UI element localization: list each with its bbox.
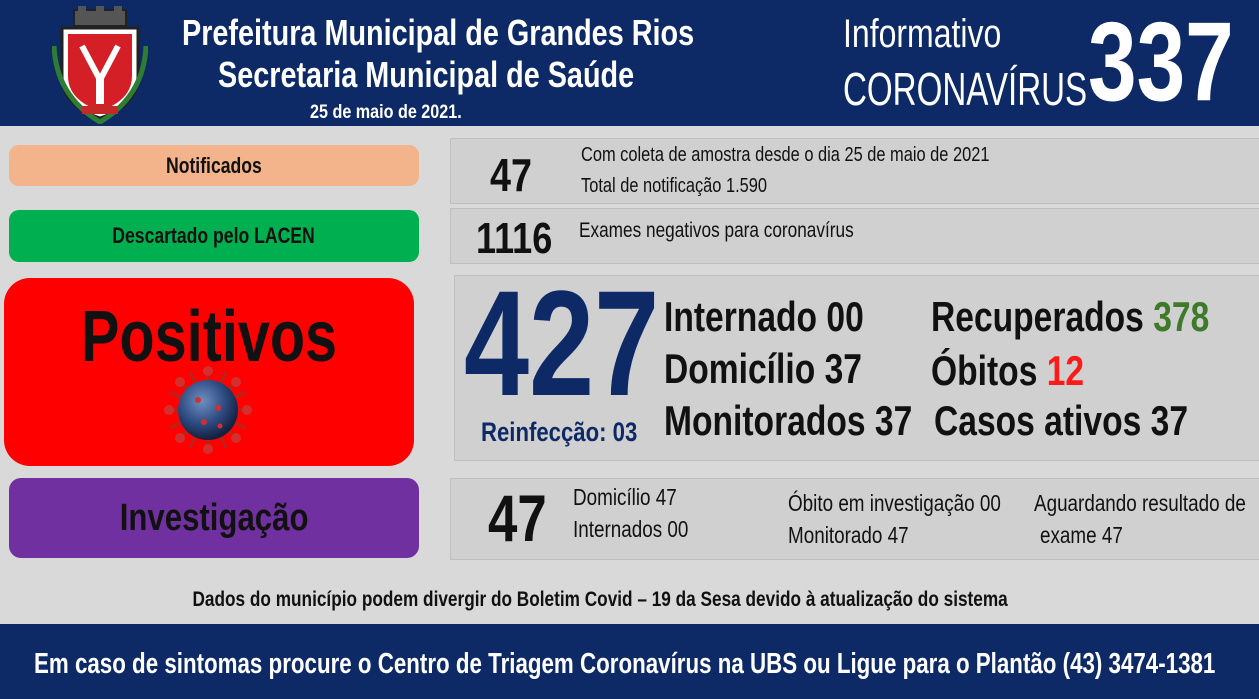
stat-internado: Internado 00 (664, 293, 864, 340)
descartados-badge: Descartado pelo LACEN (9, 210, 419, 262)
stat-recuperados: Recuperados 378 (931, 293, 1210, 340)
stat-obitos: Óbitos 12 (931, 347, 1085, 394)
coronavirus-icon (164, 366, 252, 454)
informativo-label: Informativo (843, 12, 1002, 56)
descartados-label: Descartado pelo LACEN (112, 223, 316, 248)
investigacao-internados: Internados 00 (573, 516, 689, 542)
disclaimer-text: Dados do município podem divergir do Bol… (192, 588, 1008, 611)
stat-domicilio: Domicílio 37 (664, 345, 862, 392)
header-title-line1: Prefeitura Municipal de Grandes Rios (182, 12, 695, 53)
stat-casos-ativos: Casos ativos 37 (934, 397, 1189, 444)
footer-contact-text: Em caso de sintomas procure o Centro de … (34, 648, 1216, 680)
investigacao-badge: Investigação (9, 478, 419, 558)
investigacao-aguardando-2: exame 47 (1040, 522, 1123, 548)
notificados-badge: Notificados (9, 145, 419, 186)
descartados-panel (450, 208, 1259, 264)
notificados-count: 47 (490, 149, 532, 201)
reinfeccao-count: Reinfecção: 03 (481, 417, 638, 447)
notificados-label: Notificados (166, 152, 262, 178)
notificados-detail-1: Com coleta de amostra desde o dia 25 de … (581, 144, 990, 166)
header-title-line2: Secretaria Municipal de Saúde (218, 54, 635, 95)
obitos-value: 12 (1046, 347, 1085, 394)
descartados-count: 1116 (476, 214, 553, 263)
investigacao-count: 47 (488, 481, 547, 555)
investigacao-panel (450, 478, 1259, 560)
header-bar (0, 0, 1259, 126)
bulletin-date: 25 de maio de 2021. (310, 102, 462, 123)
positivos-count: 427 (464, 259, 660, 427)
investigacao-label: Investigação (119, 496, 309, 539)
notificados-panel (450, 138, 1259, 204)
investigacao-monitorado: Monitorado 47 (788, 522, 909, 548)
investigacao-domicilio: Domicílio 47 (573, 484, 677, 510)
stat-monitorados: Monitorados 37 (664, 397, 913, 444)
bulletin-number: 337 (1088, 0, 1234, 124)
investigacao-obito: Óbito em investigação 00 (788, 490, 1001, 516)
positivos-badge: Positivos (4, 278, 414, 466)
positivos-panel (454, 275, 1259, 461)
recuperados-value: 378 (1153, 293, 1210, 340)
positivos-label: Positivos (80, 297, 338, 377)
footer-bar (0, 624, 1259, 699)
descartados-detail: Exames negativos para coronavírus (579, 219, 854, 242)
coronavirus-label: CORONAVÍRUS (843, 63, 1088, 115)
municipal-crest-icon (52, 6, 148, 124)
investigacao-aguardando-1: Aguardando resultado de (1034, 490, 1246, 516)
notificados-detail-2: Total de notificação 1.590 (581, 175, 767, 197)
